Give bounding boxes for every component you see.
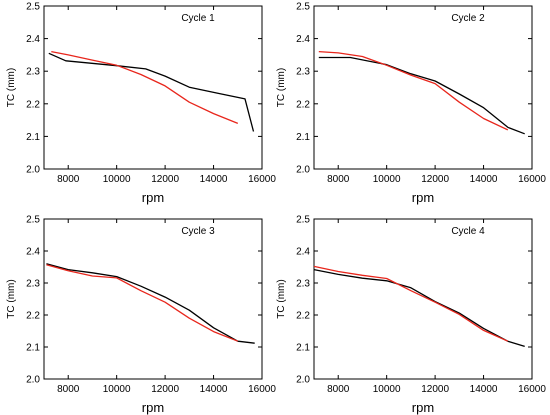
series-line-black (46, 263, 255, 344)
series-line-black (318, 56, 525, 135)
y-tick-label: 2.1 (26, 343, 40, 354)
y-tick-label: 2.3 (26, 279, 40, 290)
y-axis-label: TC (mm) (276, 68, 287, 107)
panel-4: 8000 10000 12000 14000 16000 2.0 2.1 2.2 2.3 2.4 2… (276, 215, 546, 415)
x-axis-label: rpm (142, 400, 164, 415)
y-tick-label: 2.4 (296, 247, 310, 258)
plot-frame (43, 5, 263, 170)
x-tick-label: 10000 (103, 174, 131, 185)
y-axis-label: TC (mm) (276, 279, 287, 318)
x-tick-label: 10000 (373, 174, 401, 185)
y-tick-label: 2.5 (296, 2, 310, 13)
x-tick-label: 12000 (421, 384, 449, 395)
y-tick-label: 2.4 (26, 34, 40, 45)
series-line-red (318, 50, 509, 131)
y-tick-label: 2.3 (296, 67, 310, 78)
x-tick-label: 14000 (470, 174, 498, 185)
x-tick-label: 16000 (248, 384, 276, 395)
x-axis-label: rpm (412, 400, 434, 415)
y-tick-label: 2.2 (296, 99, 310, 110)
x-axis-label: rpm (142, 190, 164, 205)
plot-frame (43, 218, 263, 380)
panel-title: Cycle 4 (451, 226, 485, 237)
y-tick-label: 2.0 (26, 165, 40, 176)
y-tick-label: 2.5 (26, 2, 40, 13)
x-tick-label: 8000 (327, 174, 350, 185)
x-tick-label: 10000 (373, 384, 401, 395)
x-tick-label: 8000 (57, 174, 80, 185)
y-tick-label: 2.2 (26, 99, 40, 110)
series-line-red (51, 50, 239, 125)
plot-frame (313, 218, 533, 380)
x-tick-label: 12000 (151, 384, 179, 395)
y-tick-label: 2.5 (26, 215, 40, 226)
panel-title: Cycle 1 (181, 13, 215, 24)
panel-2: 8000 10000 12000 14000 16000 2.0 2.1 2.2 2.3 2.4 2… (276, 2, 546, 206)
y-axis-label: TC (mm) (6, 68, 17, 107)
y-tick-label: 2.4 (26, 247, 40, 258)
y-tick-label: 2.1 (296, 132, 310, 143)
x-tick-label: 16000 (248, 174, 276, 185)
panel-title: Cycle 3 (181, 226, 215, 237)
x-tick-label: 8000 (57, 384, 80, 395)
series-line-red (313, 265, 509, 342)
x-tick-label: 14000 (200, 384, 228, 395)
y-tick-label: 2.0 (296, 165, 310, 176)
x-tick-label: 10000 (103, 384, 131, 395)
series-line-red (46, 264, 239, 342)
series-line-black (48, 52, 255, 132)
y-tick-label: 2.2 (26, 311, 40, 322)
y-tick-label: 2.3 (26, 67, 40, 78)
plot-frame (313, 5, 533, 170)
y-tick-label: 2.5 (296, 215, 310, 226)
y-tick-label: 2.0 (296, 375, 310, 386)
y-tick-label: 2.4 (296, 34, 310, 45)
y-tick-label: 2.0 (26, 375, 40, 386)
x-tick-label: 14000 (470, 384, 498, 395)
y-tick-label: 2.1 (296, 343, 310, 354)
y-tick-label: 2.3 (296, 279, 310, 290)
y-tick-label: 2.1 (26, 132, 40, 143)
x-axis-label: rpm (412, 190, 434, 205)
x-tick-label: 12000 (421, 174, 449, 185)
y-axis-label: TC (mm) (6, 279, 17, 318)
panel-title: Cycle 2 (451, 13, 485, 24)
x-tick-label: 12000 (151, 174, 179, 185)
series-line-black (313, 268, 525, 348)
x-tick-label: 14000 (200, 174, 228, 185)
panel-3: 8000 10000 12000 14000 16000 2.0 2.1 2.2 2.3 2.4 2… (6, 215, 276, 415)
y-tick-label: 2.2 (296, 311, 310, 322)
panel-1: 8000 10000 12000 14000 16000 2.0 2.1 2.2 2.3 2.4 2… (6, 2, 276, 206)
x-tick-label: 16000 (518, 174, 546, 185)
x-tick-label: 8000 (327, 384, 350, 395)
x-tick-label: 16000 (518, 384, 546, 395)
